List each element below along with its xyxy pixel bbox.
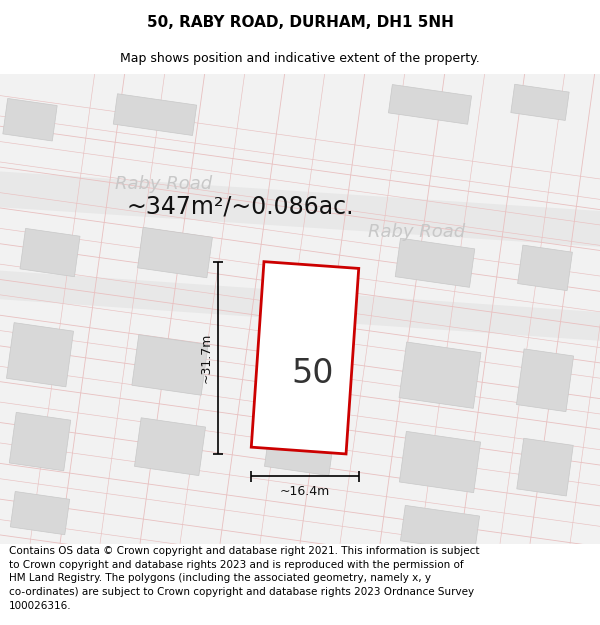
Text: ~347m²/~0.086ac.: ~347m²/~0.086ac. (126, 194, 354, 219)
Polygon shape (262, 336, 338, 394)
Polygon shape (113, 94, 197, 136)
Polygon shape (7, 322, 74, 387)
Polygon shape (399, 342, 481, 408)
Polygon shape (518, 245, 572, 291)
Polygon shape (517, 438, 573, 496)
Text: Map shows position and indicative extent of the property.: Map shows position and indicative extent… (120, 52, 480, 64)
Text: 50, RABY ROAD, DURHAM, DH1 5NH: 50, RABY ROAD, DURHAM, DH1 5NH (146, 15, 454, 30)
Polygon shape (9, 412, 71, 471)
Polygon shape (134, 418, 206, 476)
Polygon shape (400, 431, 481, 492)
Polygon shape (20, 228, 80, 277)
Text: Raby Road: Raby Road (115, 175, 212, 193)
Text: ~16.4m: ~16.4m (280, 485, 330, 498)
Polygon shape (0, 171, 600, 248)
Polygon shape (137, 228, 212, 278)
Polygon shape (132, 334, 208, 395)
Text: Raby Road: Raby Road (368, 223, 465, 241)
Polygon shape (400, 506, 479, 551)
Polygon shape (388, 84, 472, 124)
Polygon shape (251, 262, 359, 454)
Polygon shape (10, 491, 70, 535)
Polygon shape (265, 418, 335, 476)
Text: 50: 50 (292, 357, 334, 389)
Polygon shape (3, 99, 57, 141)
Polygon shape (395, 238, 475, 288)
Polygon shape (517, 349, 574, 412)
Polygon shape (511, 84, 569, 121)
Text: Contains OS data © Crown copyright and database right 2021. This information is : Contains OS data © Crown copyright and d… (9, 546, 479, 611)
Polygon shape (0, 270, 600, 341)
Text: ~31.7m: ~31.7m (200, 332, 213, 383)
